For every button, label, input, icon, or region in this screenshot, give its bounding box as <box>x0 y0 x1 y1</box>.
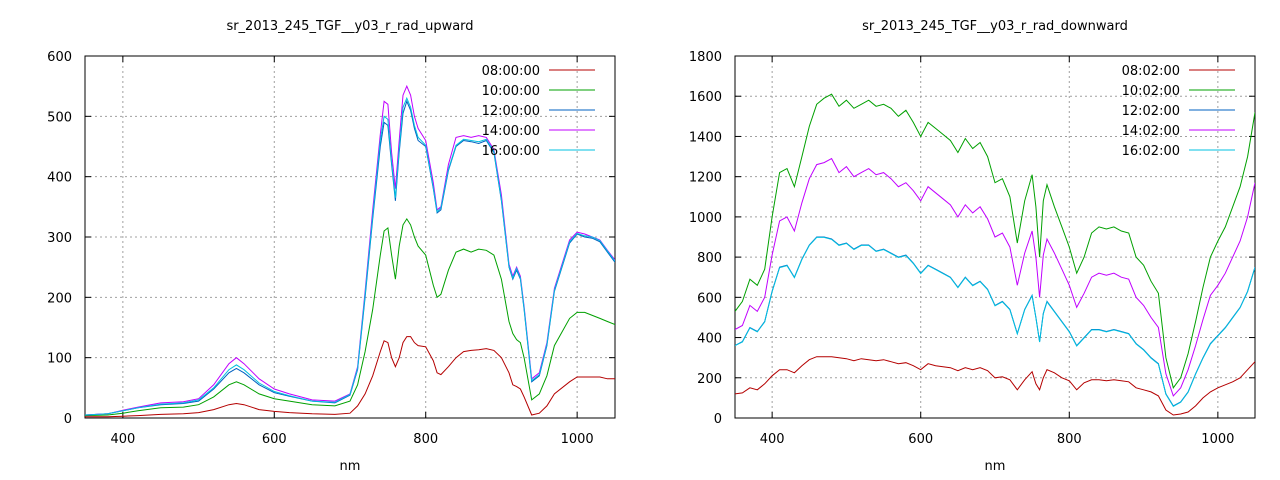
legend-label: 12:00:00 <box>482 104 540 119</box>
chart-title: sr_2013_245_TGF__y03_r_rad_upward <box>226 19 473 34</box>
legend-label: 08:00:00 <box>482 64 540 79</box>
y-tick-label: 600 <box>47 50 72 65</box>
legend-label: 08:02:00 <box>1122 64 1180 79</box>
y-tick-label: 1600 <box>689 90 722 105</box>
x-tick-label: 1000 <box>561 432 594 447</box>
y-tick-label: 400 <box>47 171 72 186</box>
plot-frame <box>734 55 1256 419</box>
legend: 08:00:00 10:00:00 12:00:00 14:00:00 16:00:00 <box>482 64 595 159</box>
x-tick-label: 800 <box>1057 432 1082 447</box>
legend-label: 14:02:00 <box>1122 124 1180 139</box>
y-tick-label: 0 <box>714 412 722 427</box>
y-tick-label: 400 <box>697 332 722 347</box>
legend-label: 14:00:00 <box>482 124 540 139</box>
series-line-100200 <box>735 93 1255 389</box>
chart-upward: 400 600 800 1000 0 100 200 300 400 500 600 sr_2013_… <box>47 19 616 474</box>
series-line-160000 <box>85 96 615 416</box>
legend-label: 10:02:00 <box>1122 84 1180 99</box>
x-axis-label: nm <box>985 459 1006 474</box>
legend-label: 12:02:00 <box>1122 104 1180 119</box>
x-tick-label: 400 <box>760 432 785 447</box>
series-line-120000 <box>85 99 615 416</box>
y-tick-label: 0 <box>64 412 72 427</box>
y-tick-label: 300 <box>47 231 72 246</box>
y-tick-label: 1800 <box>689 50 722 65</box>
legend-label: 16:02:00 <box>1122 144 1180 159</box>
y-tick-label: 200 <box>697 372 722 387</box>
series-line-080000 <box>85 336 615 418</box>
x-tick-label: 600 <box>908 432 933 447</box>
legend: 08:02:00 10:02:00 12:02:00 14:02:00 16:02:00 <box>1122 64 1235 159</box>
legend-label: 10:00:00 <box>482 84 540 99</box>
y-tick-label: 500 <box>47 110 72 125</box>
x-tick-label: 800 <box>413 432 438 447</box>
y-tick-label: 100 <box>47 352 72 367</box>
y-tick-label: 600 <box>697 291 722 306</box>
y-tick-label: 200 <box>47 291 72 306</box>
series-line-140200 <box>735 157 1255 397</box>
x-axis-label: nm <box>340 459 361 474</box>
y-tick-label: 1000 <box>689 211 722 226</box>
series-line-100000 <box>85 217 615 417</box>
y-tick-label: 1400 <box>689 130 722 145</box>
series-line-080200 <box>735 356 1255 416</box>
x-tick-label: 400 <box>110 432 135 447</box>
y-tick-label: 1200 <box>689 171 722 186</box>
chart-title: sr_2013_245_TGF__y03_r_rad_downward <box>862 19 1128 34</box>
x-tick-label: 600 <box>262 432 287 447</box>
series-line-140000 <box>85 84 615 416</box>
series-line-120200 <box>735 236 1255 407</box>
y-tick-label: 800 <box>697 251 722 266</box>
legend-label: 16:00:00 <box>482 144 540 159</box>
series-line-160200 <box>735 236 1255 407</box>
x-tick-label: 1000 <box>1201 432 1234 447</box>
chart-downward: 400 600 800 1000 0 200 400 600 800 1000 1200 1400 16… <box>689 19 1256 474</box>
